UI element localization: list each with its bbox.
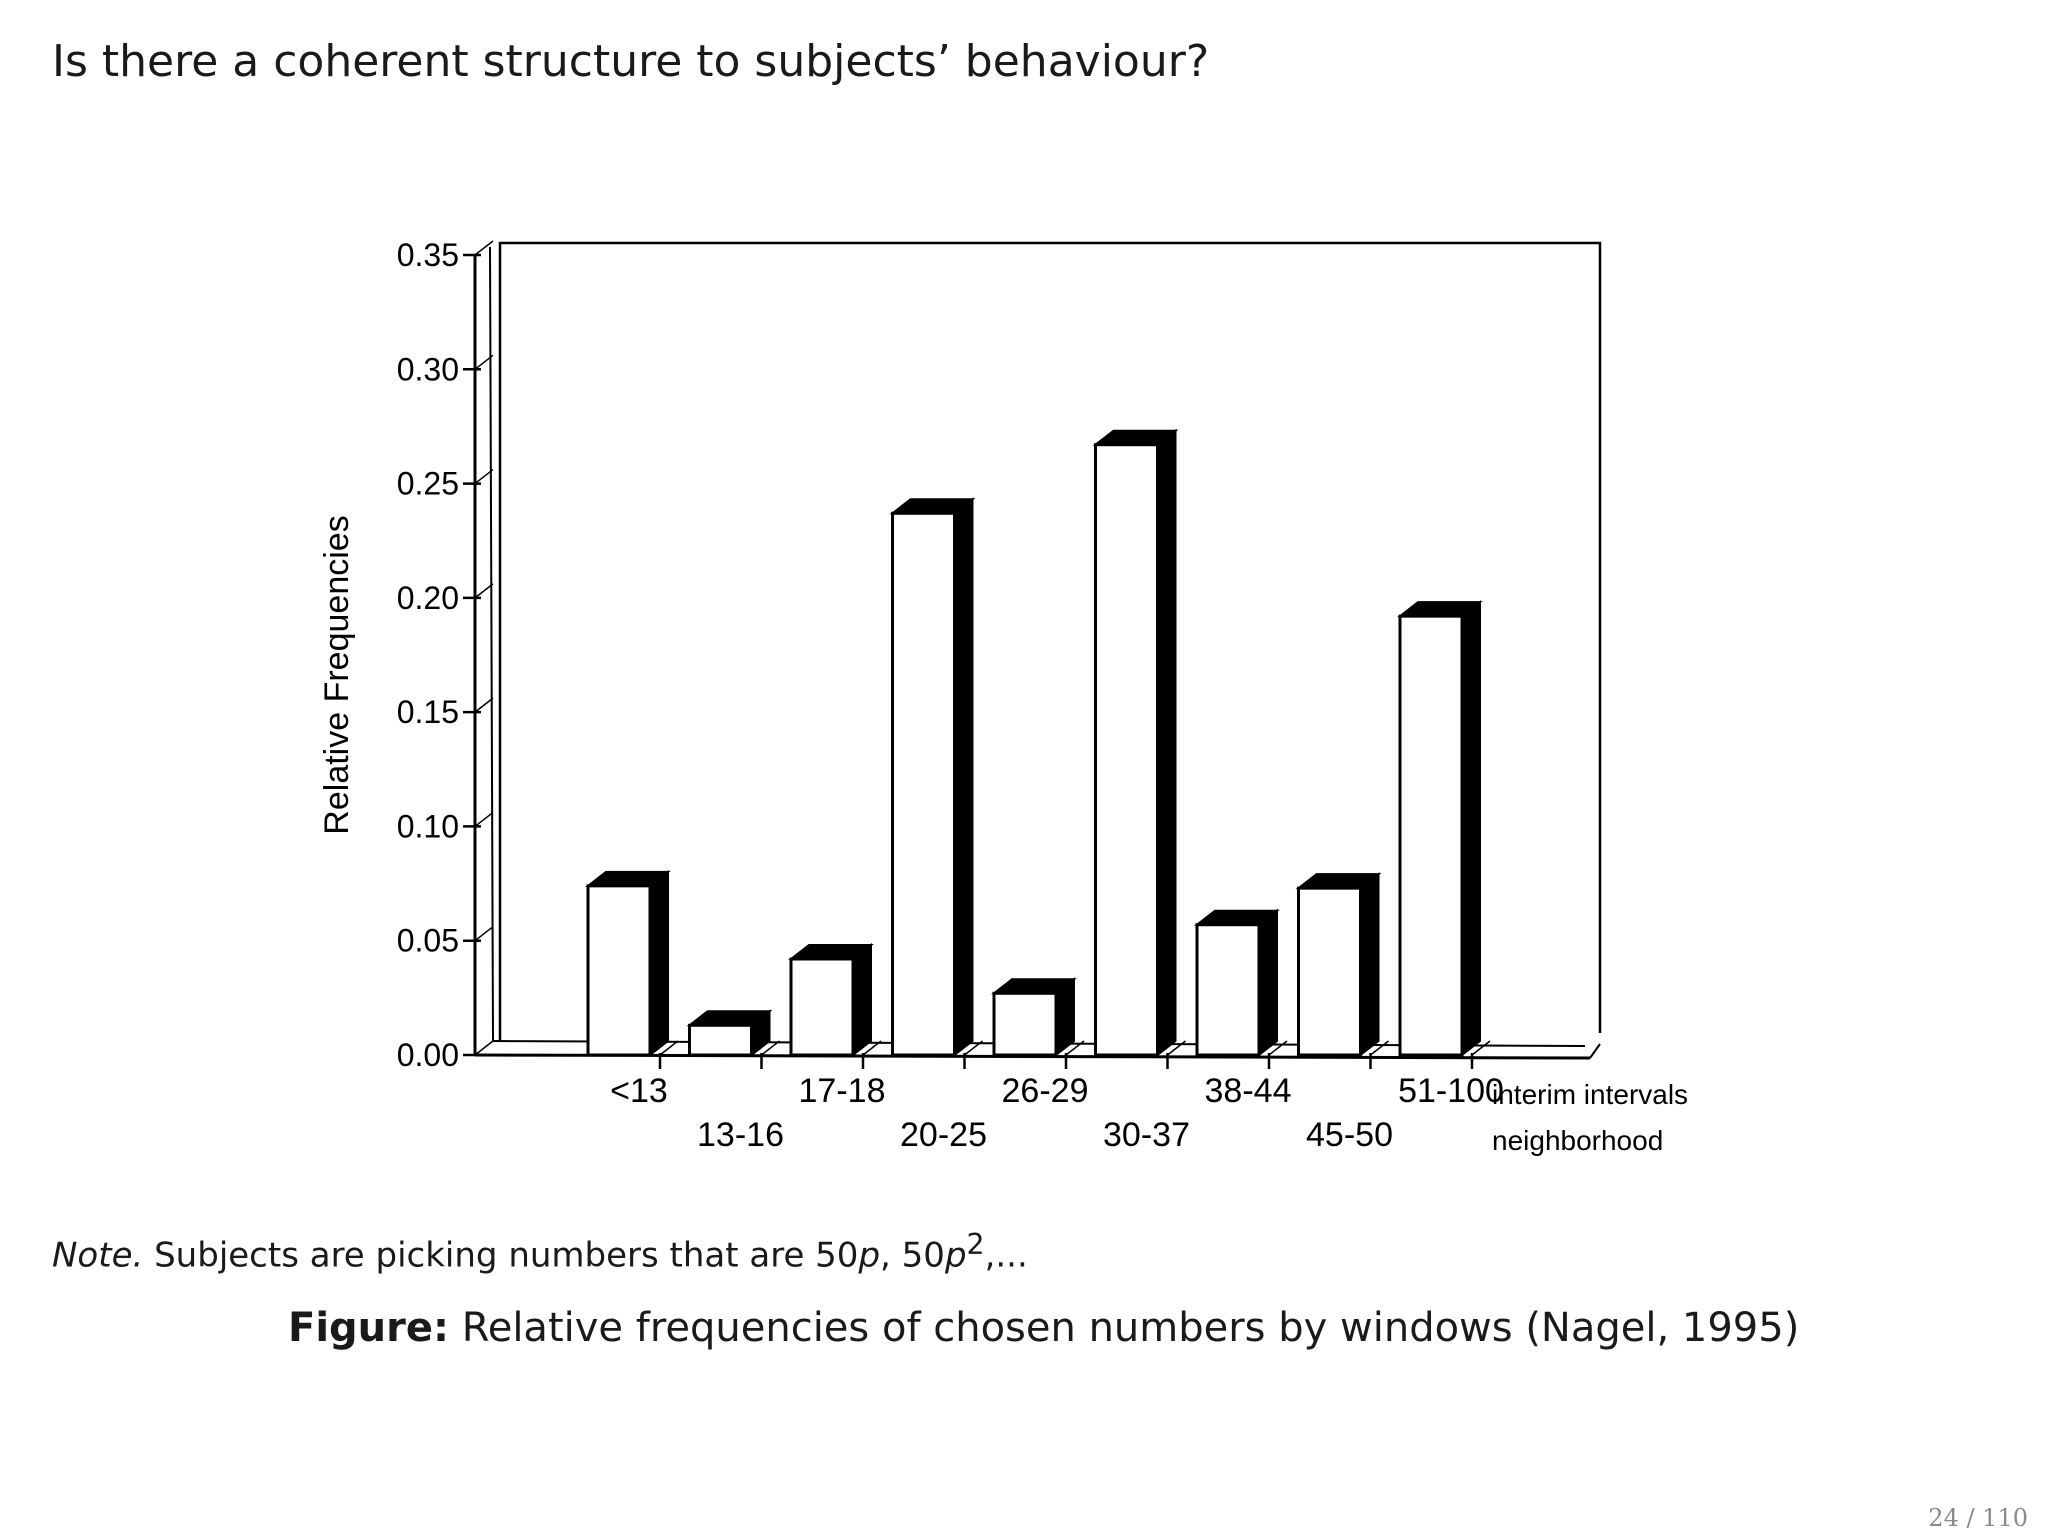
y-tick-depth — [474, 811, 494, 828]
x-tick-label: 45-50 — [1306, 1116, 1393, 1154]
bar — [1398, 614, 1464, 1057]
bar — [1195, 923, 1261, 1057]
note-sep: , 50 — [880, 1235, 945, 1276]
y-tick-depth — [474, 697, 494, 713]
y-tick-depth — [474, 583, 494, 599]
bar — [688, 1023, 753, 1057]
y-tick-label: 0.30 — [397, 351, 459, 387]
bar-side — [1359, 872, 1380, 1058]
y-tick-label: 0.05 — [397, 923, 459, 959]
x-tick-label: 30-37 — [1103, 1116, 1190, 1154]
x-tick-depth — [1167, 1040, 1186, 1056]
bar-side — [1258, 908, 1278, 1058]
bar — [1297, 886, 1362, 1057]
x-tick-label: 51-100 — [1398, 1072, 1504, 1110]
bar-side — [852, 942, 872, 1058]
figure-note: Note. Subjects are picking numbers that … — [52, 1228, 1028, 1275]
note-var-p: p — [858, 1235, 881, 1276]
x-tick-depth — [1065, 1040, 1085, 1056]
note-text: Subjects are picking numbers that are 50 — [143, 1235, 859, 1276]
x-tick-depth — [1370, 1040, 1389, 1056]
x-row-label: neighborhood — [1492, 1125, 1663, 1156]
bar — [891, 511, 956, 1057]
note-exponent: 2 — [966, 1228, 985, 1261]
y-tick-label: 0.20 — [397, 580, 459, 616]
bar — [586, 884, 652, 1057]
y-tick-label: 0.00 — [397, 1037, 459, 1073]
y-tick-depth — [474, 926, 494, 942]
bar-side — [1156, 428, 1177, 1058]
x-row-label: interim intervals — [1492, 1079, 1688, 1110]
figure-caption: Figure: Relative frequencies of chosen n… — [288, 1305, 1799, 1351]
bar-side — [1461, 600, 1481, 1058]
x-tick-depth — [659, 1040, 679, 1056]
y-tick-label: 0.25 — [397, 466, 459, 502]
x-tick-label: 26-29 — [1002, 1072, 1089, 1110]
y-tick-depth — [474, 1040, 494, 1056]
chart-bars — [585, 428, 1483, 1058]
bar-side — [649, 869, 669, 1058]
bar — [1094, 443, 1159, 1057]
note-var-p2: p — [944, 1235, 967, 1276]
x-tick-depth — [862, 1040, 882, 1056]
caption-text: Relative frequencies of chosen numbers b… — [449, 1305, 1800, 1351]
x-tick-depth — [964, 1040, 983, 1056]
y-tick-depth — [474, 468, 494, 485]
y-tick-depth — [474, 354, 494, 370]
caption-label: Figure: — [288, 1305, 449, 1351]
x-tick-depth — [761, 1040, 780, 1056]
chart-back-frame — [498, 241, 1602, 1041]
bar — [992, 991, 1058, 1057]
y-tick-label: 0.15 — [397, 694, 459, 730]
y-axis-label: Relative Frequencies — [318, 515, 356, 834]
note-tail: ,... — [984, 1235, 1028, 1276]
x-tick-label: <13 — [610, 1072, 668, 1110]
note-label: Note. — [52, 1235, 144, 1276]
bar-side — [953, 497, 974, 1058]
chart-text: 0.00 0.05 0.10 0.15 0.20 0.25 0.30 0.35 Relative… — [318, 237, 1688, 1156]
slide-title: Is there a coherent structure to subject… — [52, 36, 1210, 87]
x-tick-label: 17-18 — [799, 1072, 886, 1110]
x-tick-depth — [1471, 1040, 1491, 1056]
y-axis-back — [489, 246, 494, 1042]
x-tick-label: 13-16 — [697, 1116, 784, 1154]
y-tick-label: 0.10 — [397, 808, 459, 844]
bar — [789, 957, 855, 1057]
y-tick-depth — [474, 240, 494, 256]
page-number: 24 / 110 — [1928, 1504, 2028, 1532]
x-axis-corner — [1589, 1043, 1601, 1059]
x-tick-label: 20-25 — [900, 1116, 987, 1154]
y-tick-label: 0.35 — [397, 237, 459, 273]
x-tick-depth — [1268, 1040, 1288, 1056]
x-tick-label: 38-44 — [1205, 1072, 1292, 1110]
